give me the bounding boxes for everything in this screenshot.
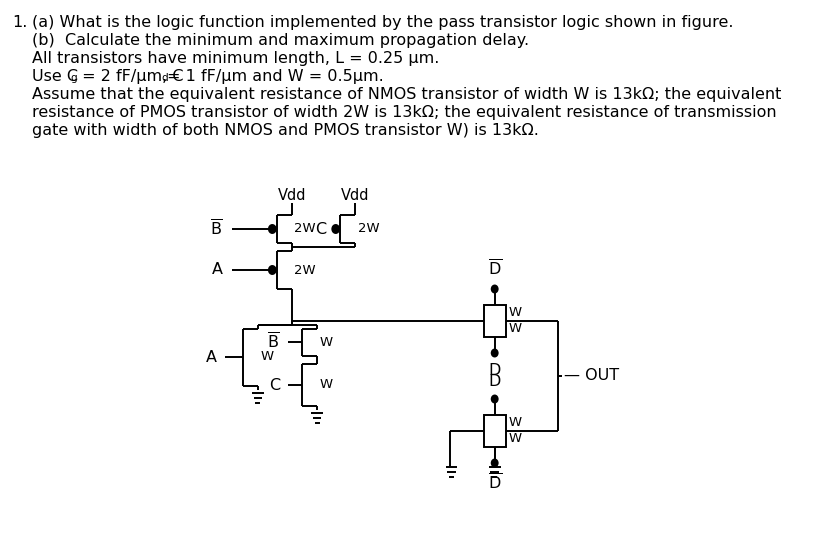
Text: $\overline{\mathrm{B}}$: $\overline{\mathrm{B}}$ (210, 219, 223, 239)
Text: gate with width of both NMOS and PMOS transistor W) is 13kΩ.: gate with width of both NMOS and PMOS tr… (32, 123, 539, 138)
Text: Vdd: Vdd (341, 189, 370, 204)
Circle shape (333, 225, 339, 233)
Text: D: D (489, 363, 501, 378)
Text: (a) What is the logic function implemented by the pass transistor logic shown in: (a) What is the logic function implement… (32, 15, 733, 30)
Text: g: g (70, 73, 77, 83)
Text: 2W: 2W (294, 223, 316, 236)
Text: 1.: 1. (12, 15, 27, 30)
Text: All transistors have minimum length, L = 0.25 μm.: All transistors have minimum length, L =… (32, 51, 439, 66)
Circle shape (492, 286, 498, 293)
Text: (b)  Calculate the minimum and maximum propagation delay.: (b) Calculate the minimum and maximum pr… (32, 33, 530, 48)
Text: 2W: 2W (358, 223, 380, 236)
Text: A: A (212, 262, 223, 278)
Text: W: W (508, 417, 521, 430)
Text: W: W (508, 322, 521, 335)
Text: D: D (489, 374, 501, 389)
Text: 2W: 2W (294, 264, 316, 277)
Text: — OUT: — OUT (564, 369, 619, 384)
Text: C: C (269, 377, 280, 392)
Text: $\overline{\mathrm{B}}$: $\overline{\mathrm{B}}$ (267, 332, 280, 352)
Text: W: W (261, 350, 273, 363)
Text: W: W (508, 307, 521, 320)
Text: = 2 fF/μm, C: = 2 fF/μm, C (77, 69, 184, 84)
Text: $\overline{\mathrm{D}}$: $\overline{\mathrm{D}}$ (488, 259, 502, 279)
Circle shape (492, 396, 498, 403)
Bar (484, 415, 505, 447)
Text: d: d (162, 73, 168, 83)
Text: W: W (319, 378, 333, 391)
Text: C: C (315, 222, 327, 237)
Text: Assume that the equivalent resistance of NMOS transistor of width W is 13kΩ; the: Assume that the equivalent resistance of… (32, 87, 782, 102)
Text: A: A (205, 349, 216, 364)
Text: = 1 fF/μm and W = 0.5μm.: = 1 fF/μm and W = 0.5μm. (168, 69, 384, 84)
Circle shape (492, 349, 498, 356)
Text: Vdd: Vdd (277, 189, 306, 204)
Circle shape (269, 225, 276, 233)
Text: W: W (319, 335, 333, 349)
Text: resistance of PMOS transistor of width 2W is 13kΩ; the equivalent resistance of : resistance of PMOS transistor of width 2… (32, 105, 777, 120)
Circle shape (492, 460, 498, 466)
Text: Use C: Use C (32, 69, 78, 84)
Text: $\overline{\mathrm{D}}$: $\overline{\mathrm{D}}$ (488, 473, 502, 493)
Circle shape (269, 266, 276, 274)
Bar (484, 305, 505, 337)
Text: W: W (508, 432, 521, 446)
